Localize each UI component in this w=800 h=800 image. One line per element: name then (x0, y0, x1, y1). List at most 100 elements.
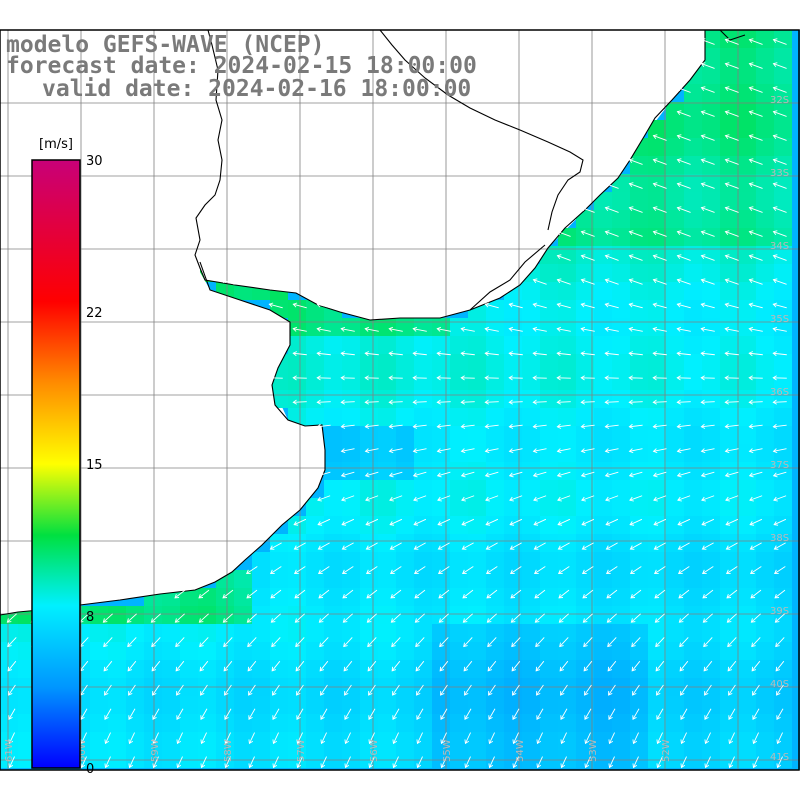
speed-cell (288, 588, 306, 606)
wind-arrow (773, 135, 787, 141)
wind-arrow (485, 471, 499, 477)
wind-arrow (200, 708, 208, 720)
wind-arrow-head (604, 375, 609, 381)
wind-arrow-head (556, 472, 562, 478)
lon-label: 61W (4, 739, 15, 762)
speed-cell (756, 300, 774, 318)
wind-arrow (389, 352, 403, 356)
speed-cell (558, 732, 576, 750)
wind-arrow-head (584, 739, 590, 745)
wind-arrow-head (724, 158, 730, 164)
speed-cell (720, 372, 738, 390)
speed-cell (774, 390, 792, 408)
wind-arrow (224, 708, 232, 720)
wind-arrow-head (725, 545, 731, 550)
speed-cell (414, 516, 432, 534)
wind-arrow (366, 589, 378, 599)
wind-arrow (561, 756, 567, 768)
speed-cell (756, 444, 774, 462)
wind-arrow (318, 589, 330, 599)
wind-arrow (581, 448, 595, 452)
wind-arrow (701, 183, 715, 189)
speed-cell (396, 498, 414, 516)
wind-arrow (725, 471, 739, 477)
wind-arrow-head (772, 110, 778, 116)
wind-arrow-head (367, 666, 373, 672)
wind-arrow (344, 708, 352, 720)
wind-arrow-head (391, 642, 396, 648)
speed-cell (522, 318, 540, 336)
wind-arrow-head (556, 351, 561, 357)
wind-arrow-head (126, 618, 132, 623)
wind-arrow (486, 566, 498, 574)
wind-arrow-head (510, 593, 516, 599)
speed-cell (558, 552, 576, 570)
speed-cell (774, 30, 792, 48)
speed-cell (126, 732, 144, 750)
speed-cell (342, 462, 360, 480)
speed-cell (612, 408, 630, 426)
speed-cell (576, 300, 594, 318)
wind-arrow (342, 589, 354, 599)
speed-cell (252, 606, 270, 624)
wind-arrow-head (724, 472, 730, 478)
speed-cell (288, 642, 306, 660)
speed-cell (702, 660, 720, 678)
wind-arrow (294, 589, 306, 599)
speed-cell (324, 624, 342, 642)
speed-cell (360, 714, 378, 732)
speed-cell (702, 318, 720, 336)
speed-cell (702, 552, 720, 570)
wind-arrow (103, 660, 113, 672)
speed-cell (126, 750, 144, 768)
speed-cell (90, 714, 108, 732)
speed-cell (702, 498, 720, 516)
wind-arrow (725, 401, 739, 403)
wind-arrow (509, 471, 523, 477)
speed-cell (774, 66, 792, 84)
speed-cell (702, 228, 720, 246)
speed-cell (738, 210, 756, 228)
wind-arrow (415, 660, 425, 672)
wind-arrow (681, 756, 687, 768)
wind-arrow (365, 401, 379, 403)
wind-arrow (440, 708, 448, 720)
speed-cell (414, 498, 432, 516)
wind-arrow-head (628, 278, 634, 284)
speed-cell (630, 156, 648, 174)
speed-cell (360, 426, 378, 444)
wind-arrow (557, 495, 571, 501)
wind-arrow (773, 159, 787, 165)
wind-arrow-head (389, 521, 395, 526)
wind-arrow-head (175, 642, 180, 648)
wind-arrow (701, 39, 715, 45)
wind-arrow-head (508, 399, 513, 405)
wind-arrow-head (293, 545, 299, 550)
speed-cell (720, 156, 738, 174)
colorbar-tick-15: 15 (86, 458, 103, 473)
speed-cell (666, 624, 684, 642)
speed-cell (756, 498, 774, 516)
wind-arrow-head (560, 691, 565, 696)
wind-arrow (749, 159, 763, 165)
wind-arrow-head (460, 399, 465, 405)
wind-arrow-head (654, 618, 660, 623)
speed-cell (468, 372, 486, 390)
wind-arrow (677, 471, 691, 477)
wind-arrow (536, 684, 544, 696)
lat-label: 33S (770, 168, 789, 179)
wind-arrow (725, 352, 739, 356)
wind-arrow (489, 756, 495, 768)
wind-arrow (705, 756, 711, 768)
wind-arrow-head (248, 691, 253, 696)
speed-cell (612, 390, 630, 408)
speed-cell (468, 444, 486, 462)
speed-cell (396, 732, 414, 750)
speed-cell (720, 336, 738, 354)
wind-arrow-head (773, 496, 778, 502)
wind-arrow-head (631, 666, 637, 672)
speed-cell (486, 534, 504, 552)
speed-cell (774, 462, 792, 480)
speed-cell (378, 570, 396, 588)
wind-arrow-head (295, 666, 301, 672)
